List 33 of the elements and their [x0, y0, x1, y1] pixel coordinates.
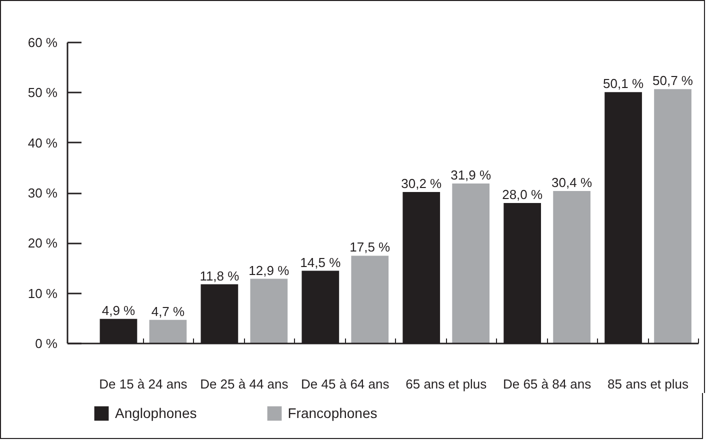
bar: [149, 320, 187, 344]
data-label: 30,4 %: [552, 174, 592, 190]
data-label: 31,9 %: [450, 167, 492, 182]
data-label: 50,1 %: [603, 76, 644, 92]
x-tick-label: 85 ans et plus: [608, 376, 689, 392]
bar: [654, 89, 692, 344]
legend-label: Anglophones: [115, 405, 197, 421]
data-label: 11,8 %: [200, 268, 240, 284]
bar: [351, 256, 389, 344]
x-tick-label: De 65 à 84 ans: [502, 376, 592, 392]
y-tick-label: 0 %: [35, 336, 58, 351]
y-tick-label: 20 %: [28, 236, 58, 251]
data-label: 4,7 %: [151, 304, 186, 319]
bar: [452, 183, 490, 344]
bar: [250, 278, 288, 344]
x-tick-label: De 25 à 44 ans: [200, 376, 289, 392]
data-label: 4,9 %: [102, 302, 136, 318]
bar: [553, 190, 590, 344]
data-label: 30,2 %: [401, 176, 442, 191]
data-label: 50,7 %: [652, 73, 694, 88]
y-tick-label: 30 %: [28, 186, 58, 200]
x-tick-label: 65 ans et plus: [406, 376, 488, 392]
y-tick-label: 40 %: [28, 135, 58, 150]
y-tick-label: 50 %: [28, 85, 58, 100]
y-tick-label: 10 %: [28, 286, 58, 301]
legend-label: Francophones: [288, 405, 378, 421]
x-tick-label: De 45 à 64 ans: [301, 376, 390, 392]
y-tick-label: 60 %: [28, 35, 58, 50]
data-label: 17,5 %: [350, 240, 391, 255]
data-label: 14,5 %: [300, 254, 342, 270]
data-label: 28,0 %: [502, 187, 543, 202]
x-tick-label: De 15 à 24 ans: [99, 376, 188, 392]
data-label: 12,9 %: [248, 262, 290, 278]
